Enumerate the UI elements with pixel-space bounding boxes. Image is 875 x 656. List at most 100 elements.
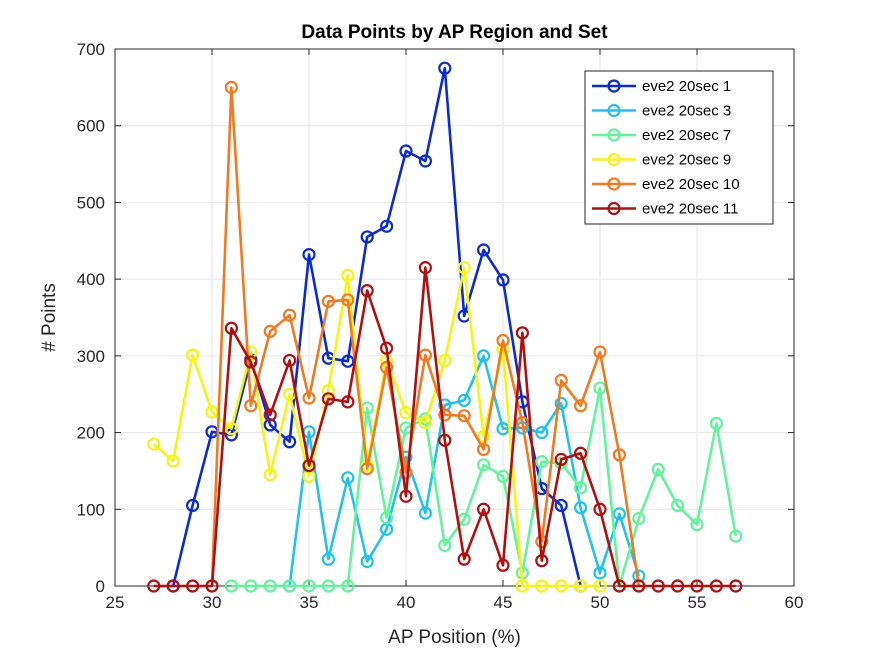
series-line bbox=[171, 66, 582, 587]
data-point bbox=[535, 554, 549, 568]
data-point bbox=[477, 243, 491, 257]
series-3 bbox=[224, 381, 743, 593]
data-point bbox=[283, 579, 297, 593]
data-point bbox=[380, 360, 394, 374]
data-point bbox=[593, 566, 607, 580]
data-point bbox=[399, 406, 413, 420]
legend-entry: eve2 20sec 1 bbox=[592, 78, 731, 95]
x-tick-label: 55 bbox=[688, 593, 707, 612]
data-point bbox=[418, 506, 432, 520]
data-point bbox=[612, 448, 627, 462]
data-point bbox=[573, 579, 588, 593]
data-point bbox=[399, 144, 413, 158]
data-point bbox=[573, 501, 588, 515]
x-tick-label: 60 bbox=[785, 593, 804, 612]
data-point bbox=[321, 579, 335, 593]
data-point bbox=[341, 471, 355, 485]
y-tick-label: 100 bbox=[77, 500, 105, 519]
legend-marker bbox=[607, 79, 621, 93]
data-point bbox=[147, 579, 161, 593]
data-point bbox=[593, 345, 607, 359]
y-tick-label: 200 bbox=[77, 424, 105, 443]
data-point bbox=[670, 498, 685, 513]
data-point bbox=[302, 391, 316, 405]
data-point bbox=[418, 261, 432, 275]
data-point bbox=[341, 293, 355, 307]
data-point bbox=[205, 579, 219, 593]
legend-label: eve2 20sec 3 bbox=[642, 103, 731, 120]
data-point bbox=[457, 409, 471, 423]
data-point bbox=[341, 268, 355, 282]
data-point bbox=[535, 425, 549, 440]
data-point bbox=[496, 558, 510, 572]
data-point bbox=[554, 498, 568, 513]
data-point bbox=[263, 579, 277, 593]
data-point bbox=[729, 529, 743, 543]
data-point bbox=[418, 415, 432, 430]
series-5 bbox=[205, 80, 646, 593]
data-point bbox=[263, 408, 277, 422]
data-point bbox=[438, 61, 452, 75]
series-line bbox=[288, 354, 641, 587]
data-point bbox=[477, 502, 491, 516]
data-point bbox=[244, 399, 258, 413]
data-point bbox=[302, 579, 316, 593]
legend-marker bbox=[607, 201, 621, 216]
data-point bbox=[709, 416, 724, 430]
data-point bbox=[166, 454, 180, 468]
data-point bbox=[554, 452, 568, 467]
data-point bbox=[438, 353, 452, 368]
data-point bbox=[593, 579, 607, 593]
legend-marker bbox=[607, 128, 621, 142]
data-point bbox=[573, 481, 588, 495]
data-point bbox=[244, 579, 258, 593]
data-point bbox=[573, 446, 588, 460]
data-point bbox=[612, 507, 627, 521]
data-point bbox=[224, 422, 238, 436]
series-group bbox=[147, 61, 743, 593]
x-tick-label: 45 bbox=[494, 593, 513, 612]
data-point bbox=[554, 373, 568, 388]
data-point bbox=[224, 321, 238, 335]
data-point bbox=[360, 230, 374, 244]
data-point bbox=[632, 579, 646, 593]
data-point bbox=[283, 353, 297, 368]
x-tick-label: 40 bbox=[397, 593, 416, 612]
data-point bbox=[690, 579, 704, 593]
data-point bbox=[224, 579, 238, 593]
data-point bbox=[438, 408, 452, 422]
y-tick-label: 0 bbox=[96, 577, 105, 596]
data-point bbox=[573, 399, 588, 413]
data-point bbox=[477, 349, 491, 363]
data-point bbox=[283, 435, 297, 449]
data-point bbox=[515, 579, 530, 593]
data-point bbox=[380, 511, 394, 525]
legend-items: eve2 20sec 1 eve2 20sec 3 eve2 20sec 7 eve2… bbox=[592, 78, 740, 218]
data-point bbox=[341, 579, 355, 593]
data-point bbox=[186, 498, 200, 513]
data-point bbox=[651, 462, 665, 476]
legend-entry: eve2 20sec 10 bbox=[592, 176, 740, 193]
legend-label: eve2 20sec 9 bbox=[642, 152, 731, 169]
data-point bbox=[224, 80, 238, 94]
data-point bbox=[263, 468, 277, 482]
plot-area-box bbox=[114, 48, 795, 587]
data-point bbox=[302, 458, 316, 473]
data-point bbox=[593, 502, 607, 516]
series-6 bbox=[147, 261, 743, 593]
legend-entry: eve2 20sec 7 bbox=[592, 127, 731, 144]
data-point bbox=[729, 579, 743, 593]
data-point bbox=[380, 341, 394, 355]
legend-box bbox=[584, 70, 774, 225]
data-point bbox=[535, 579, 549, 593]
data-point bbox=[360, 462, 374, 476]
legend-marker bbox=[607, 177, 621, 191]
data-point bbox=[496, 333, 510, 348]
data-point bbox=[477, 458, 491, 472]
y-tick-label: 700 bbox=[77, 40, 105, 59]
legend: eve2 20sec 1 eve2 20sec 3 eve2 20sec 7 eve2… bbox=[584, 70, 774, 225]
data-point bbox=[341, 354, 355, 368]
data-point bbox=[515, 415, 530, 430]
